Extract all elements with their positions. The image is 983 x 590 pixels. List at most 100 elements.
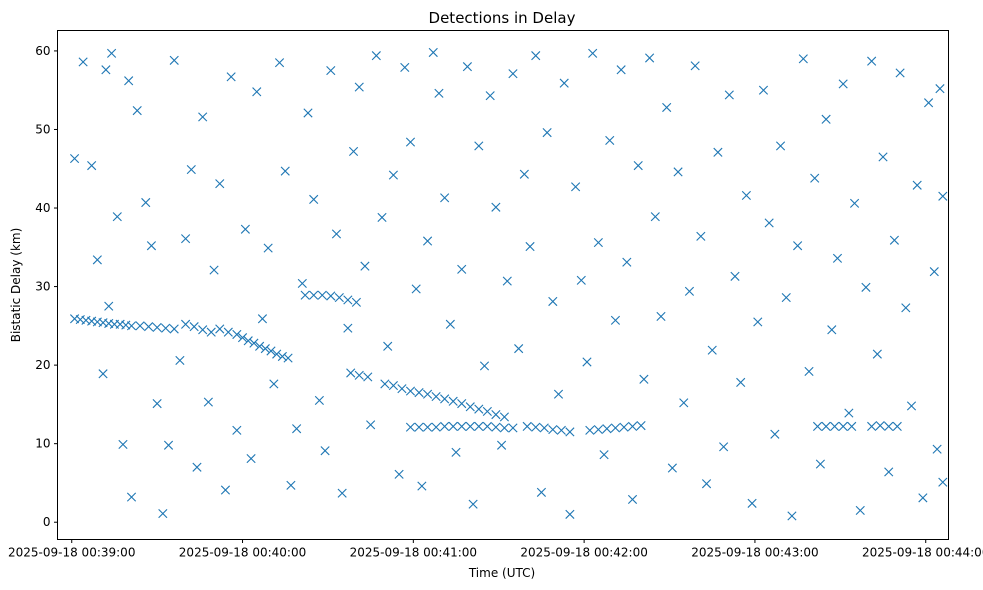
data-point	[286, 480, 296, 490]
data-point	[371, 51, 381, 61]
data-point	[448, 421, 458, 431]
data-point	[548, 296, 558, 307]
data-point	[87, 161, 97, 171]
data-point	[875, 421, 885, 431]
data-point	[405, 137, 416, 147]
data-point	[499, 423, 510, 433]
data-point	[431, 391, 441, 402]
data-point	[585, 425, 595, 435]
data-point	[223, 327, 233, 337]
data-point	[810, 173, 820, 183]
data-point	[240, 224, 250, 234]
data-point	[619, 422, 629, 432]
y-tick-label: 60	[35, 44, 50, 58]
data-point	[627, 421, 638, 431]
data-point	[309, 290, 319, 300]
data-point	[787, 511, 797, 521]
data-point	[272, 349, 282, 359]
data-point	[531, 51, 541, 61]
data-point	[938, 191, 948, 201]
data-point	[690, 61, 700, 71]
data-point	[69, 153, 80, 164]
data-point	[565, 509, 575, 519]
data-point	[198, 325, 208, 335]
data-point	[815, 459, 825, 469]
data-point	[701, 479, 712, 489]
data-point	[548, 424, 558, 435]
x-tick-label: 2025-09-18 00:39:00	[8, 546, 135, 560]
data-point	[192, 462, 202, 472]
data-point	[932, 444, 942, 454]
data-point	[616, 65, 626, 75]
data-point	[636, 421, 646, 431]
data-point	[457, 399, 467, 409]
data-point	[719, 442, 729, 452]
data-point	[918, 493, 928, 503]
data-point	[770, 429, 780, 439]
data-point	[169, 55, 179, 65]
data-point	[593, 237, 603, 248]
data-point	[468, 499, 478, 509]
data-point	[895, 68, 905, 78]
data-point	[394, 469, 404, 479]
data-point	[383, 341, 393, 351]
data-point	[576, 275, 586, 285]
data-point	[317, 290, 327, 300]
x-tick-label: 2025-09-18 00:42:00	[520, 546, 647, 560]
data-point	[775, 141, 786, 151]
data-point	[152, 399, 162, 409]
data-point	[101, 65, 111, 75]
data-point	[650, 212, 660, 222]
data-point	[161, 323, 171, 333]
data-point	[938, 477, 948, 487]
data-point	[861, 282, 871, 292]
y-tick-label: 30	[35, 280, 50, 294]
data-point	[889, 235, 900, 245]
data-point	[491, 410, 501, 420]
data-point	[892, 421, 902, 431]
data-point	[867, 421, 877, 431]
data-point	[144, 322, 154, 332]
data-point	[360, 261, 370, 271]
data-point	[536, 487, 547, 497]
data-point	[878, 152, 888, 162]
data-point	[428, 47, 438, 58]
y-axis: 0 10 20 30 40 50 60	[35, 44, 58, 529]
data-point	[519, 169, 529, 179]
data-point	[326, 65, 336, 76]
data-point	[414, 388, 424, 398]
data-point	[582, 357, 592, 367]
data-point	[422, 389, 433, 399]
data-point	[679, 398, 689, 408]
data-point	[844, 408, 854, 418]
data-point	[78, 57, 88, 67]
data-point	[440, 193, 450, 203]
data-point	[838, 421, 848, 431]
y-tick-label: 10	[35, 437, 50, 451]
data-point	[388, 380, 398, 391]
data-point	[351, 297, 361, 307]
data-point	[830, 421, 840, 431]
y-tick-label: 0	[43, 515, 51, 529]
data-point	[929, 267, 939, 277]
data-point	[673, 167, 683, 177]
data-point	[571, 182, 581, 192]
data-point	[181, 234, 191, 244]
data-point	[542, 128, 552, 138]
data-point	[220, 485, 231, 495]
data-point	[118, 439, 128, 450]
data-point	[431, 422, 441, 432]
data-point	[400, 62, 410, 73]
data-point	[280, 166, 290, 176]
data-point	[462, 62, 473, 72]
data-point	[491, 202, 501, 212]
data-point	[764, 218, 774, 228]
data-point	[320, 446, 330, 456]
data-point	[525, 241, 535, 252]
data-point	[215, 324, 225, 334]
data-point	[215, 179, 225, 189]
data-point	[263, 243, 273, 253]
data-point	[283, 353, 293, 363]
data-point	[434, 88, 444, 98]
data-point	[639, 374, 649, 384]
